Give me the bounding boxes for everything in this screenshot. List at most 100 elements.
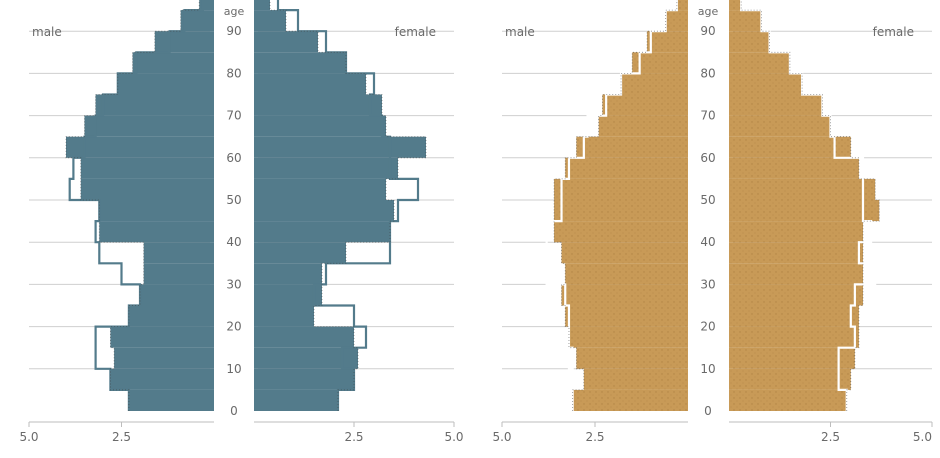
age-tick-label: 30 (226, 277, 241, 291)
female-bar (729, 115, 831, 137)
female-bar (729, 284, 863, 306)
male-bar (565, 157, 688, 179)
male-bar (140, 284, 214, 306)
female-bar (254, 368, 354, 390)
male-bar (554, 200, 688, 222)
age-tick-label: 40 (700, 235, 715, 249)
female-bar (254, 0, 270, 11)
male-bar (554, 221, 688, 243)
female-bar (254, 94, 382, 116)
male-bar (565, 305, 688, 327)
male-bar (117, 73, 214, 95)
age-tick-label: 90 (700, 24, 715, 38)
age-tick-label: 0 (230, 404, 238, 418)
age-tick-label: 0 (704, 404, 712, 418)
female-bar (254, 10, 286, 32)
male-bar (110, 368, 214, 390)
female-bar (729, 263, 863, 285)
female-bar (729, 326, 859, 348)
male-bar (583, 368, 688, 390)
x-tick-label-right: 2.5 (821, 430, 840, 444)
male-bar (80, 157, 214, 179)
female-bar (729, 0, 742, 11)
male-bar (561, 242, 688, 264)
male-bar (143, 242, 214, 264)
age-axis-label: age (698, 5, 719, 18)
female-bar (254, 115, 386, 137)
female-bar (729, 242, 863, 264)
female-bar (254, 73, 366, 95)
male-bar (110, 326, 214, 348)
male-bar (99, 200, 214, 222)
female-bar (729, 178, 876, 200)
male-bar (598, 115, 688, 137)
age-tick-label: 20 (700, 320, 715, 334)
age-tick-label: 10 (700, 362, 715, 376)
x-tick-label-left: 5.0 (492, 430, 511, 444)
male-dotted-line (65, 0, 200, 411)
female-bar (254, 52, 346, 74)
female-bar (729, 347, 855, 369)
female-bar (254, 284, 322, 306)
age-tick-label: 70 (700, 109, 715, 123)
female-bar (254, 305, 314, 327)
age-tick-label: 50 (700, 193, 715, 207)
age-tick-label: 90 (226, 24, 241, 38)
female-bar (254, 347, 358, 369)
age-axis-label: age (224, 5, 245, 18)
female-bar (254, 263, 322, 285)
female-bar (254, 326, 354, 348)
male-bar (572, 389, 688, 411)
male-bar (143, 263, 214, 285)
age-tick-label: 80 (226, 66, 241, 80)
female-bar (729, 31, 770, 53)
x-tick-label-right: 5.0 (913, 430, 932, 444)
male-bar (568, 326, 688, 348)
male-bar (602, 94, 688, 116)
male-bar (554, 178, 688, 200)
male-bar (180, 10, 214, 32)
x-tick-label-left: 2.5 (585, 430, 604, 444)
male-bar (576, 347, 688, 369)
female-bar (729, 94, 823, 116)
male-bar (665, 10, 688, 32)
age-tick-label: 40 (226, 235, 241, 249)
female-bar (254, 31, 318, 53)
male-bar (676, 0, 688, 11)
female-bar (254, 200, 394, 222)
female-bar (729, 368, 851, 390)
male-bar (647, 31, 688, 53)
male-bar (576, 136, 688, 158)
female-bar (254, 389, 338, 411)
female-label: female (395, 25, 436, 39)
age-tick-label: 70 (226, 109, 241, 123)
age-tick-label: 10 (226, 362, 241, 376)
male-bar (128, 389, 214, 411)
female-bar (729, 73, 803, 95)
pyramid-2: 0 10 20 30 40 50 60 70 80 90 age male female 5.0 2.5 2.… (492, 0, 933, 444)
female-bar (729, 157, 859, 179)
x-tick-label-right: 2.5 (344, 430, 363, 444)
male-bar (621, 73, 688, 95)
female-bar (729, 52, 790, 74)
female-bar (254, 178, 386, 200)
female-bar (729, 10, 762, 32)
age-tick-label: 60 (226, 151, 241, 165)
female-bar (729, 221, 863, 243)
female-bar (729, 389, 847, 411)
male-bar (565, 263, 688, 285)
male-bar (80, 178, 214, 200)
male-bar (66, 136, 214, 158)
female-bar (254, 136, 426, 158)
x-tick-label-right: 5.0 (444, 430, 463, 444)
male-bar (99, 221, 214, 243)
male-label: male (32, 25, 62, 39)
female-bar (254, 221, 390, 243)
male-bar (114, 347, 214, 369)
x-tick-label-left: 5.0 (19, 430, 38, 444)
male-bar (84, 115, 214, 137)
age-tick-label: 30 (700, 277, 715, 291)
male-bar (95, 94, 214, 116)
pyramid-1: 0 10 20 30 40 50 60 70 80 90 age male female 5.0 2.5 2.… (19, 0, 464, 444)
